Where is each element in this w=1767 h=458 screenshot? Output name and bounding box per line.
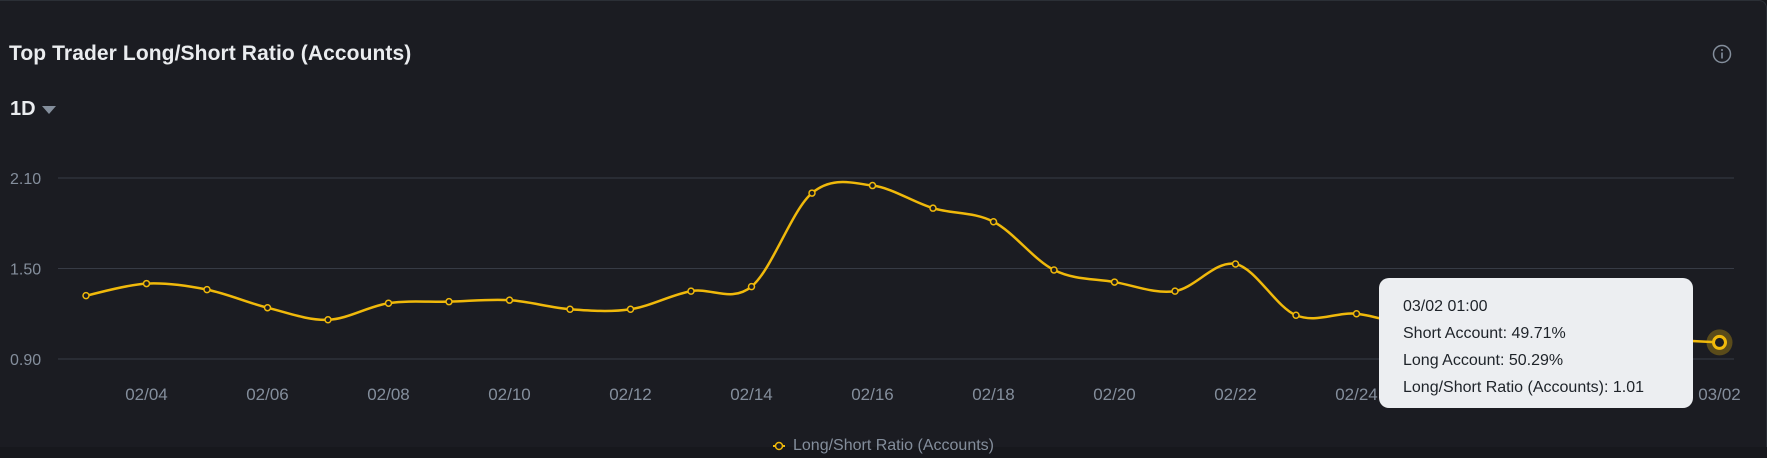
y-tick-label: 1.50 — [10, 262, 41, 279]
data-point — [1352, 310, 1361, 318]
legend-label: Long/Short Ratio (Accounts) — [793, 437, 994, 454]
data-point — [1231, 260, 1240, 268]
y-tick-label: 2.10 — [10, 171, 41, 188]
page-title: Top Trader Long/Short Ratio (Accounts) — [9, 42, 412, 65]
data-point — [1292, 311, 1300, 320]
line-chart[interactable]: 0.90 1.50 2.10 02/04 02/06 02/08 02/10 02/12 02/… — [0, 0, 1767, 447]
y-tick-label: 0.90 — [10, 352, 41, 369]
data-point — [626, 305, 635, 313]
data-point — [505, 296, 514, 304]
x-tick-label: 02/20 — [1093, 385, 1136, 404]
data-point — [808, 189, 816, 197]
data-point — [324, 316, 332, 324]
tooltip-long: Long Account: 50.29% — [1403, 352, 1564, 369]
x-tick-label: 02/18 — [972, 385, 1015, 404]
x-tick-label: 02/22 — [1214, 385, 1257, 404]
x-tick-label: 02/06 — [246, 385, 289, 404]
data-point — [203, 285, 211, 294]
chart-tooltip: 03/02 01:00 Short Account: 49.71% Long A… — [1379, 278, 1693, 408]
x-tick-label: 02/16 — [851, 385, 894, 404]
data-point — [263, 303, 272, 312]
data-point — [929, 204, 937, 212]
chart-legend[interactable]: Long/Short Ratio (Accounts) — [0, 434, 1767, 458]
data-point — [566, 305, 574, 313]
x-tick-label: 02/08 — [367, 385, 410, 404]
caret-down-icon — [41, 106, 56, 114]
tooltip-date: 03/02 01:00 — [1403, 298, 1488, 315]
data-point — [1110, 278, 1119, 286]
data-point — [1050, 266, 1058, 274]
x-tick-label: 03/02 — [1698, 385, 1741, 404]
x-tick-label: 02/10 — [488, 385, 531, 404]
interval-label: 1D — [10, 97, 36, 120]
info-circle-icon[interactable] — [1712, 44, 1732, 64]
data-point — [445, 297, 453, 306]
tooltip-short: Short Account: 49.71% — [1403, 325, 1566, 342]
x-tick-label: 02/14 — [730, 385, 773, 404]
data-point — [687, 287, 695, 295]
interval-dropdown[interactable]: 1D — [10, 96, 56, 122]
data-point — [868, 181, 877, 190]
x-tick-label: 02/04 — [125, 385, 168, 404]
tooltip-ratio: Long/Short Ratio (Accounts): 1.01 — [1403, 379, 1645, 396]
data-point — [1171, 287, 1179, 295]
data-point — [747, 282, 756, 291]
data-point — [82, 291, 90, 300]
data-point — [384, 299, 393, 307]
highlight-point — [1712, 334, 1727, 350]
x-tick-label: 02/24 — [1335, 385, 1378, 404]
data-point — [142, 279, 151, 288]
data-point — [989, 217, 998, 226]
legend-marker-icon — [773, 441, 785, 451]
x-tick-label: 02/12 — [609, 385, 652, 404]
